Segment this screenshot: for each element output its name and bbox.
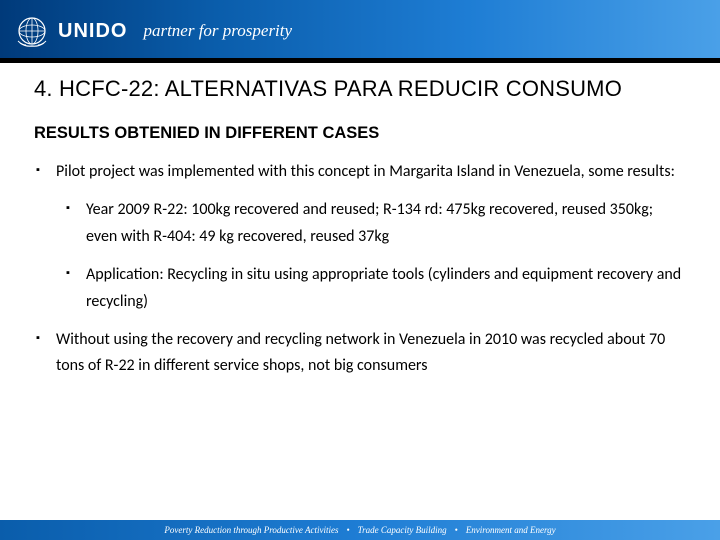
footer-separator: • — [455, 525, 458, 535]
logo-text: UNIDO — [58, 20, 127, 43]
list-item: Year 2009 R-22: 100kg recovered and reus… — [86, 197, 686, 250]
section-header: RESULTS OBTENIED IN DIFFERENT CASES — [34, 124, 686, 143]
sub-bullet-list: Year 2009 R-22: 100kg recovered and reus… — [56, 197, 686, 315]
tagline: partner for prosperity — [143, 21, 292, 41]
slide-content: 4. HCFC-22: ALTERNATIVAS PARA REDUCIR CO… — [0, 62, 720, 380]
logo: UNIDO — [12, 11, 127, 51]
list-item: Application: Recycling in situ using app… — [86, 262, 686, 315]
un-globe-icon — [12, 11, 52, 51]
footer-item: Environment and Energy — [466, 525, 556, 535]
list-item: Without using the recovery and recycling… — [56, 327, 686, 380]
bullet-text: Pilot project was implemented with this … — [56, 162, 675, 181]
slide-title: 4. HCFC-22: ALTERNATIVAS PARA REDUCIR CO… — [34, 76, 686, 102]
footer-bar: Poverty Reduction through Productive Act… — [0, 520, 720, 540]
footer-separator: • — [347, 525, 350, 535]
bullet-text: Without using the recovery and recycling… — [56, 330, 665, 375]
bullet-list: Pilot project was implemented with this … — [34, 159, 686, 380]
footer-item: Trade Capacity Building — [358, 525, 447, 535]
footer-item: Poverty Reduction through Productive Act… — [164, 525, 338, 535]
header-bar: UNIDO partner for prosperity — [0, 0, 720, 62]
header-underline — [0, 58, 720, 63]
bullet-text: Year 2009 R-22: 100kg recovered and reus… — [86, 200, 653, 245]
bullet-text: Application: Recycling in situ using app… — [86, 265, 681, 310]
list-item: Pilot project was implemented with this … — [56, 159, 686, 315]
